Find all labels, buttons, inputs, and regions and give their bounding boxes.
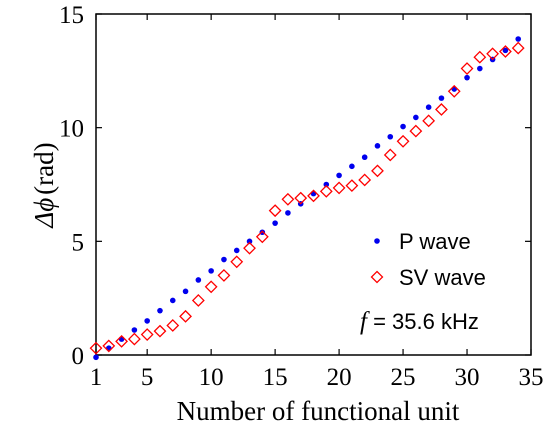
sv-wave-point xyxy=(230,255,244,269)
sv-wave-point xyxy=(179,309,192,323)
p-wave-point xyxy=(413,114,419,121)
p-wave-point xyxy=(285,210,291,216)
p-wave-point xyxy=(131,327,138,333)
y-tick-label: 10 xyxy=(59,116,84,143)
x-tick-label: 5 xyxy=(141,364,154,391)
sv-wave-point xyxy=(243,241,256,255)
sv-wave-point xyxy=(102,339,116,353)
sv-wave-point xyxy=(460,62,474,75)
sv-wave-point xyxy=(435,103,448,116)
p-wave-point xyxy=(182,288,189,295)
p-wave-point xyxy=(323,181,330,188)
p-wave-point xyxy=(387,133,394,140)
p-wave-point xyxy=(144,318,150,324)
sv-wave-point xyxy=(140,328,154,341)
y-axis-unit: (rad) xyxy=(29,142,59,194)
x-tick-label: 35 xyxy=(519,364,544,391)
sv-wave-point xyxy=(498,45,512,58)
p-wave-point xyxy=(374,143,381,149)
p-wave-point xyxy=(233,247,240,254)
p-wave-point xyxy=(425,104,432,111)
sv-wave-point xyxy=(473,50,487,64)
sv-wave-point xyxy=(191,294,205,307)
p-wave-point xyxy=(515,36,522,42)
sv-wave-point xyxy=(447,84,461,98)
sv-wave-point xyxy=(396,134,410,148)
sv-wave-point xyxy=(422,114,436,128)
p-wave-point xyxy=(259,229,266,236)
sv-wave-point xyxy=(294,191,308,205)
p-wave-point xyxy=(400,123,406,130)
y-axis-label: Δϕ (rad) xyxy=(29,142,59,228)
series-sv-wave xyxy=(89,41,525,355)
sv-wave-point xyxy=(204,280,218,294)
p-wave-point xyxy=(438,95,445,101)
sv-wave-point xyxy=(486,47,500,61)
sv-wave-point xyxy=(307,189,320,203)
sv-wave-point xyxy=(511,41,525,55)
p-wave-point xyxy=(221,256,227,263)
x-tick-label: 30 xyxy=(455,364,480,391)
legend-marker-sv-wave xyxy=(370,270,384,284)
p-wave-point xyxy=(272,220,278,226)
p-wave-point xyxy=(169,297,176,304)
plot-border xyxy=(95,13,532,356)
p-wave-point xyxy=(336,172,342,179)
frequency-annotation: f = 35.6 kHz xyxy=(360,308,479,335)
p-wave-point xyxy=(502,47,509,54)
y-tick-label: 0 xyxy=(72,343,85,370)
sv-wave-point xyxy=(127,332,141,346)
p-wave-point xyxy=(195,277,202,283)
sv-wave-point xyxy=(153,324,167,338)
legend-label: SV wave xyxy=(399,265,486,290)
sv-wave-point xyxy=(383,148,397,162)
x-tick-label: 20 xyxy=(327,364,352,391)
p-wave-point xyxy=(93,354,99,361)
frequency-value: = 35.6 kHz xyxy=(367,309,479,334)
sv-wave-point xyxy=(332,181,346,195)
frequency-symbol: f xyxy=(360,308,370,335)
p-wave-point xyxy=(157,307,163,314)
x-tick-label: 10 xyxy=(199,364,224,391)
sv-wave-point xyxy=(89,341,103,355)
sv-wave-point xyxy=(115,334,129,348)
p-wave-point xyxy=(246,238,253,245)
y-tick-label: 15 xyxy=(59,2,84,29)
y-tick-label: 5 xyxy=(72,229,85,256)
sv-wave-point xyxy=(409,124,423,138)
y-axis-symbol: Δϕ xyxy=(29,198,59,229)
x-tick-label: 1 xyxy=(90,364,103,391)
legend: P wave SV wave xyxy=(370,229,486,290)
sv-wave-point xyxy=(281,192,295,206)
legend-label: P wave xyxy=(399,229,471,254)
p-wave-point xyxy=(477,65,483,72)
p-wave-point xyxy=(464,74,470,81)
x-tick-label: 25 xyxy=(391,364,416,391)
p-wave-point xyxy=(208,268,214,274)
p-wave-point xyxy=(349,163,355,170)
x-tick-label: 15 xyxy=(263,364,288,391)
x-axis: 1 5 10 15 20 25 30 35 xyxy=(90,14,544,391)
sv-wave-point xyxy=(319,184,333,198)
data-points xyxy=(89,36,525,361)
x-axis-label: Number of functional unit xyxy=(177,396,460,426)
plot-frame xyxy=(95,13,532,356)
sv-wave-point xyxy=(217,269,231,282)
sv-wave-point xyxy=(166,319,180,332)
sv-wave-point xyxy=(371,164,384,178)
legend-marker-p-wave xyxy=(374,238,380,244)
sv-wave-point xyxy=(268,204,282,218)
sv-wave-point xyxy=(255,230,269,244)
sv-wave-point xyxy=(358,173,372,187)
p-wave-point xyxy=(361,154,368,161)
sv-wave-point xyxy=(345,179,359,193)
